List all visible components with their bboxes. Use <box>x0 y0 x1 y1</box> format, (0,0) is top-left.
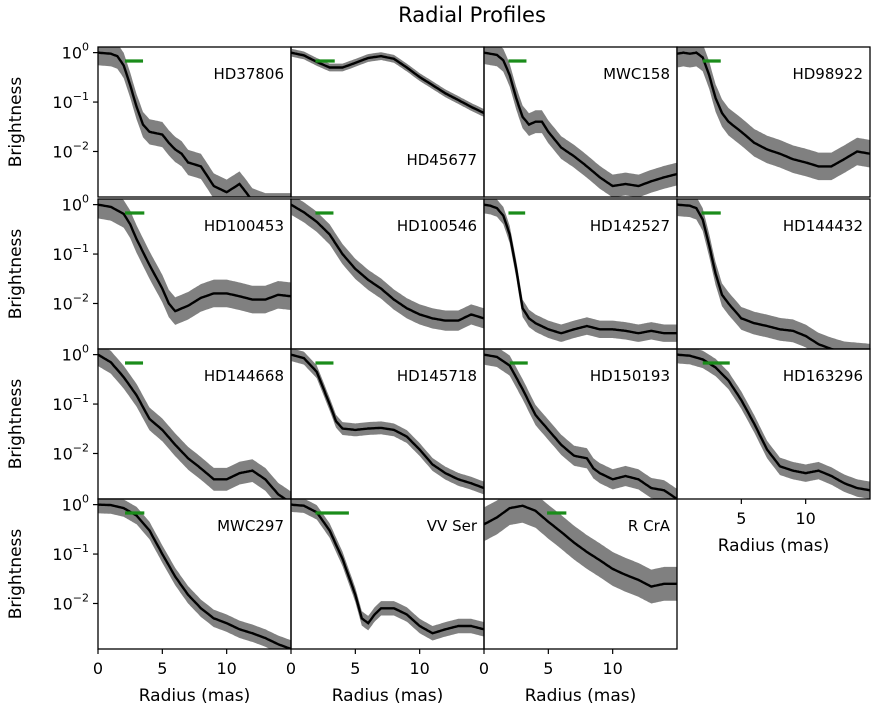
panel-label: HD98922 <box>792 65 863 83</box>
panel-label: MWC158 <box>603 65 670 83</box>
profile-line <box>484 203 677 335</box>
panel-label: HD163296 <box>783 367 863 385</box>
uncertainty-band <box>677 47 870 181</box>
panel-hd37806: HD37806 100 10−1 10−2 Brightness <box>6 41 292 198</box>
x-axis-label: Radius (mas) <box>139 686 251 706</box>
panel-label: HD100546 <box>397 217 477 235</box>
panel-frame <box>290 46 485 198</box>
profile-line <box>484 51 677 188</box>
panel-hd163296: HD163296 5 10 Radius (mas) <box>676 348 871 556</box>
y-tick-label: 10−2 <box>52 441 89 463</box>
y-axis-label: Brightness <box>6 529 26 620</box>
y-tick-label: 10−2 <box>52 139 89 161</box>
x-tick-label: 0 <box>479 659 489 678</box>
y-tick-label: 100 <box>62 41 89 63</box>
profile-line <box>291 203 484 322</box>
panel-hd98922: HD98922 <box>676 46 871 198</box>
y-tick-label: 10−1 <box>52 542 89 564</box>
panel-hd144668: HD144668 100 10−1 10−2 Brightness <box>6 343 292 500</box>
y-axis-label: Brightness <box>6 229 26 320</box>
panel-vv-ser: VV Ser 0 5 10 Radius (mas) <box>286 498 485 706</box>
x-tick-label: 10 <box>216 659 236 678</box>
x-tick-label: 10 <box>795 509 815 528</box>
x-tick-label: 5 <box>736 509 746 528</box>
panel-label: HD142527 <box>590 217 670 235</box>
x-tick-label: 0 <box>93 659 103 678</box>
panel-label: HD45677 <box>406 151 477 169</box>
panel-frame <box>676 46 871 198</box>
uncertainty-band <box>484 349 677 499</box>
y-tick-label: 10−2 <box>52 291 89 313</box>
profile-line <box>98 203 291 313</box>
panel-mwc297: MWC297 100 10−1 10−2 Brightness 0 5 10 Radius (m… <box>6 493 292 706</box>
uncertainty-band <box>291 48 484 117</box>
figure-title: Radial Profiles <box>398 3 546 27</box>
panel-label: VV Ser <box>427 517 478 535</box>
y-tick-label: 100 <box>62 343 89 365</box>
panel-hd100453: HD100453 100 10−1 10−2 Brightness <box>6 193 292 350</box>
panel-label: HD144432 <box>783 217 863 235</box>
profile-line <box>484 504 677 588</box>
profile-line <box>677 51 870 168</box>
x-tick-label: 10 <box>602 659 622 678</box>
x-tick-label: 10 <box>409 659 429 678</box>
panel-label: HD100453 <box>204 217 284 235</box>
uncertainty-band <box>484 199 677 342</box>
uncertainty-band <box>291 199 484 331</box>
profile-line <box>677 203 836 349</box>
panel-hd100546: HD100546 <box>290 198 485 350</box>
panel-label: HD150193 <box>590 367 670 385</box>
x-tick-label: 0 <box>286 659 296 678</box>
panel-label: HD144668 <box>204 367 284 385</box>
x-tick-label: 5 <box>157 659 167 678</box>
panel-frame <box>483 498 678 650</box>
uncertainty-band <box>677 349 870 499</box>
y-tick-label: 10−2 <box>52 591 89 613</box>
profile-line <box>291 353 484 490</box>
y-tick-label: 100 <box>62 493 89 515</box>
y-tick-label: 10−1 <box>52 90 89 112</box>
x-tick-label: 5 <box>350 659 360 678</box>
uncertainty-band <box>98 349 291 499</box>
x-axis-label: Radius (mas) <box>525 686 637 706</box>
panel-hd142527: HD142527 <box>483 198 678 350</box>
x-axis-label: Radius (mas) <box>718 536 830 556</box>
profile-line <box>98 353 288 499</box>
profile-line <box>484 353 677 499</box>
panel-mwc158: MWC158 <box>483 46 678 198</box>
panel-r-cra: R CrA 0 5 10 Radius (mas) <box>479 498 678 706</box>
x-tick-label: 5 <box>543 659 553 678</box>
panel-label: HD37806 <box>213 65 284 83</box>
profile-line <box>98 51 251 197</box>
panel-label: R CrA <box>628 517 671 535</box>
panel-hd145718: HD145718 <box>290 348 485 500</box>
panel-hd144432: HD144432 <box>676 198 871 350</box>
y-tick-label: 10−1 <box>52 242 89 264</box>
y-axis-label: Brightness <box>6 379 26 470</box>
y-tick-label: 10−1 <box>52 392 89 414</box>
y-tick-label: 100 <box>62 193 89 215</box>
panel-frame <box>676 348 871 500</box>
uncertainty-band <box>98 47 291 197</box>
panel-hd150193: HD150193 <box>483 348 678 500</box>
panel-label: MWC297 <box>217 517 284 535</box>
profile-line <box>291 503 484 635</box>
y-axis-label: Brightness <box>6 77 26 168</box>
uncertainty-band <box>98 499 291 649</box>
uncertainty-band <box>98 199 291 325</box>
x-axis-label: Radius (mas) <box>332 686 444 706</box>
profile-line <box>291 51 484 115</box>
panel-hd45677: HD45677 <box>290 46 485 198</box>
panel-label: HD145718 <box>397 367 477 385</box>
